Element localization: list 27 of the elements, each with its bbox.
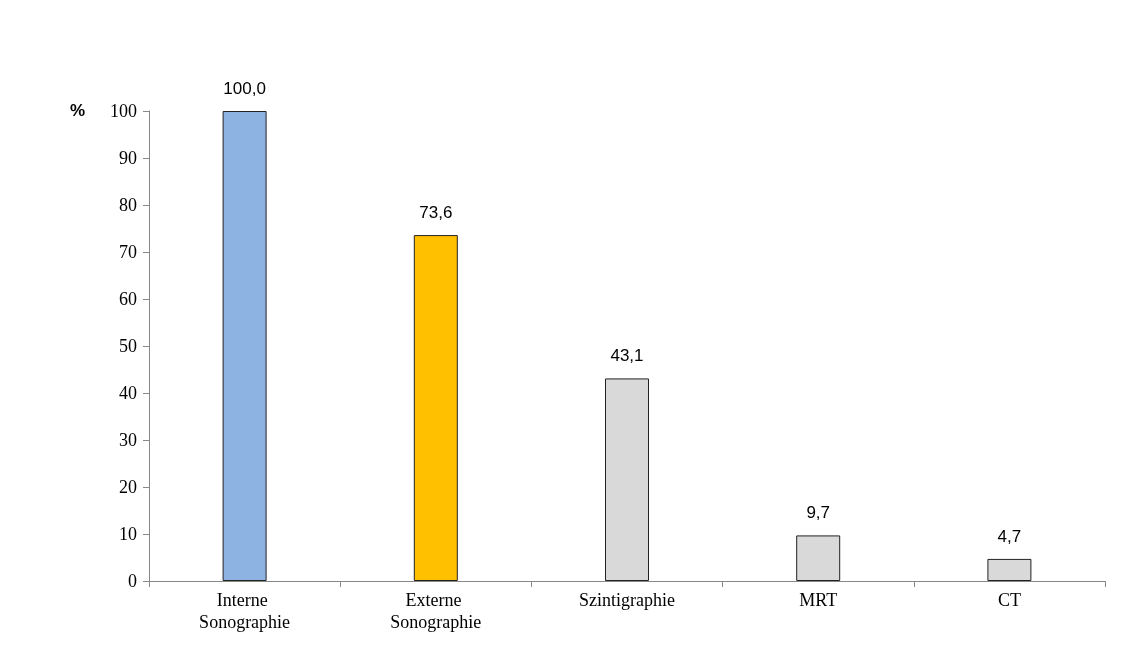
x-tick-label: MRT: [799, 590, 838, 610]
y-tick-label: 30: [119, 430, 137, 450]
data-label: 73,6: [419, 203, 453, 223]
y-tick-label: 70: [119, 242, 137, 262]
x-tick-label: Externe Sonographie: [390, 590, 482, 632]
data-label: 9,7: [806, 503, 831, 523]
x-tick-label: CT: [997, 590, 1021, 610]
y-tick-label: 20: [119, 477, 137, 497]
y-tick-label: 80: [119, 195, 137, 215]
data-label: 43,1: [610, 346, 644, 366]
bar: [987, 558, 1032, 581]
y-tick-label: 50: [119, 336, 137, 356]
y-tick-label: 60: [119, 289, 137, 309]
y-tick-label: 0: [128, 571, 137, 591]
bar: [222, 111, 267, 581]
y-tick-label: 10: [119, 524, 137, 544]
x-tick-label: Interne Sonographie: [199, 590, 291, 632]
y-tick-label: 100: [110, 101, 137, 121]
data-label: 4,7: [997, 526, 1022, 546]
data-label: 100,0: [223, 79, 266, 98]
bar: [796, 535, 841, 581]
bar: [605, 378, 649, 581]
bar: [413, 235, 458, 581]
y-tick-label: 90: [119, 148, 137, 168]
y-tick-label: 40: [119, 383, 137, 403]
y-axis-title: %: [70, 101, 86, 120]
x-tick-label: Szintigraphie: [579, 590, 675, 610]
